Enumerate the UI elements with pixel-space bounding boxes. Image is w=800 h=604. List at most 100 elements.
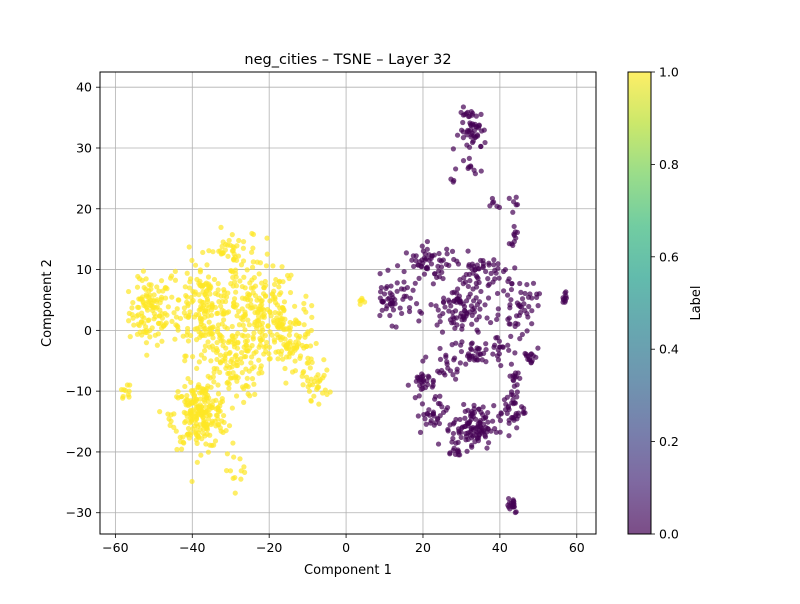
- scatter-point: [278, 337, 284, 343]
- scatter-point: [422, 416, 428, 422]
- scatter-point: [307, 343, 314, 349]
- scatter-point: [506, 500, 513, 506]
- scatter-point: [478, 111, 484, 117]
- scatter-point: [247, 280, 253, 286]
- scatter-point: [171, 310, 177, 316]
- scatter-point: [270, 263, 276, 269]
- scatter-point: [297, 353, 304, 359]
- scatter-point: [219, 357, 226, 364]
- scatter-point: [218, 303, 224, 309]
- scatter-point: [420, 358, 426, 364]
- scatter-point: [276, 284, 282, 290]
- scatter-point: [460, 158, 467, 164]
- scatter-point: [437, 345, 443, 352]
- scatter-point: [185, 425, 192, 432]
- scatter-point: [449, 248, 456, 254]
- scatter-point: [417, 429, 424, 435]
- scatter-point: [158, 278, 165, 284]
- x-tick-label: −40: [179, 540, 205, 555]
- scatter-point: [424, 411, 430, 417]
- scatter-point: [250, 336, 256, 342]
- scatter-point: [214, 366, 220, 372]
- scatter-point: [196, 280, 202, 286]
- scatter-point: [445, 426, 451, 433]
- scatter-point: [430, 409, 437, 415]
- scatter-point: [216, 299, 222, 305]
- scatter-point: [437, 393, 443, 399]
- scatter-point: [232, 254, 238, 260]
- scatter-point: [245, 317, 251, 323]
- scatter-point: [385, 267, 391, 273]
- scatter-point: [231, 344, 238, 350]
- scatter-point: [510, 397, 516, 403]
- scatter-point: [186, 314, 192, 320]
- scatter-point: [416, 275, 422, 281]
- scatter-point: [244, 267, 250, 273]
- scatter-point: [174, 323, 180, 329]
- scatter-point: [271, 337, 277, 343]
- scatter-point: [205, 274, 212, 280]
- colorbar: 0.0 0.2 0.4 0.6 0.8 1.0 Label: [627, 65, 704, 542]
- scatter-point: [324, 367, 330, 373]
- scatter-point: [238, 349, 245, 356]
- scatter-point: [535, 303, 541, 309]
- scatter-point: [209, 343, 216, 349]
- scatter-point: [280, 279, 286, 285]
- scatter-point: [280, 305, 286, 311]
- scatter-point: [406, 305, 413, 311]
- scatter-point: [471, 357, 477, 363]
- scatter-point: [264, 306, 271, 313]
- scatter-point: [451, 357, 457, 363]
- scatter-point: [141, 315, 147, 321]
- scatter-point: [249, 249, 255, 255]
- scatter-point: [432, 396, 438, 402]
- scatter-point: [279, 348, 285, 354]
- scatter-point: [249, 354, 255, 360]
- scatter-point: [218, 428, 224, 434]
- scatter-point: [204, 296, 211, 302]
- scatter-point: [496, 275, 502, 281]
- scatter-point: [488, 270, 494, 276]
- scatter-point: [510, 209, 516, 215]
- scatter-point: [393, 324, 399, 330]
- scatter-point: [201, 355, 207, 361]
- scatter-point: [432, 271, 438, 277]
- scatter-point: [121, 387, 127, 393]
- scatter-point: [485, 419, 491, 425]
- scatter-point: [159, 315, 166, 321]
- scatter-point: [233, 362, 239, 369]
- scatter-point: [469, 321, 475, 327]
- scatter-point: [495, 357, 502, 363]
- scatter-point: [192, 289, 198, 295]
- scatter-point: [463, 271, 469, 278]
- scatter-point: [172, 277, 179, 283]
- scatter-point: [489, 200, 496, 206]
- scatter-point: [301, 322, 307, 328]
- scatter-point: [225, 309, 232, 315]
- scatter-point: [249, 264, 256, 270]
- scatter-point: [439, 329, 446, 335]
- scatter-point: [442, 372, 448, 378]
- scatter-point: [241, 399, 247, 405]
- scatter-point: [185, 338, 192, 344]
- colorbar-tick-label: 0.6: [659, 249, 679, 264]
- scatter-point: [529, 295, 535, 301]
- scatter-point: [473, 317, 480, 323]
- scatter-point: [430, 281, 436, 287]
- scatter-point: [437, 318, 443, 325]
- scatter-point: [536, 291, 543, 297]
- scatter-point: [223, 241, 229, 247]
- scatter-point: [388, 283, 394, 289]
- scatter-point: [519, 404, 525, 410]
- scatter-point: [453, 416, 459, 423]
- scatter-point: [222, 298, 229, 305]
- scatter-point: [490, 418, 496, 424]
- scatter-point: [135, 321, 141, 327]
- scatter-point: [263, 263, 270, 269]
- scatter-point: [252, 304, 258, 310]
- scatter-point: [477, 306, 483, 312]
- scatter-point: [444, 251, 450, 257]
- scatter-point: [183, 293, 189, 299]
- scatter-point: [379, 298, 386, 305]
- scatter-point: [302, 334, 308, 340]
